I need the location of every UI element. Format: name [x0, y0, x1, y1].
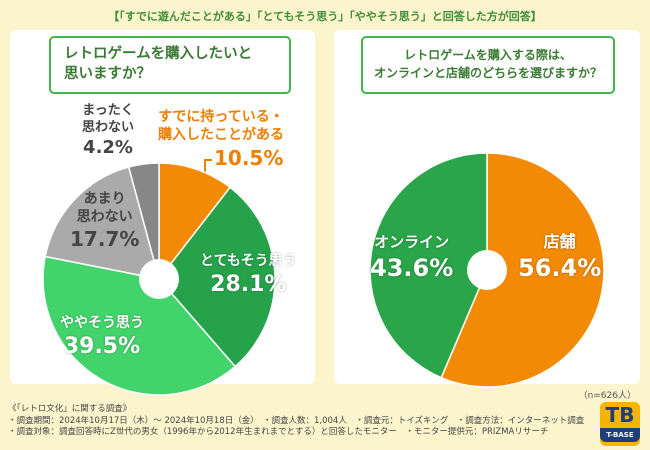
footer-title: 《「レトロ文化」に関する調査》: [8, 404, 132, 414]
q2-title: レトロゲームを購入する際は、 オンラインと店舗のどちらを選びますか？: [368, 46, 608, 82]
q1-box: [49, 36, 291, 94]
pie2-slice-0: [440, 152, 605, 388]
label-never-line2: 思わない: [82, 120, 135, 135]
value-some: 39.5%: [63, 334, 141, 359]
pie2-hole: [467, 250, 507, 290]
pie2-slice-1: [369, 152, 488, 379]
q1-title-line2: 思いますか？: [64, 66, 151, 82]
pie-chart-purchase-intent: [42, 162, 276, 396]
q2-box: [361, 36, 615, 94]
footer-line2: ・調査対象：調査回答時にZ世代の男女（1996年から2012年生まれまでとする）…: [8, 427, 549, 437]
value-never: 4.2%: [83, 137, 133, 158]
pie1-slice-1: [158, 186, 276, 368]
label-very-line1: とてもそう思う: [200, 253, 297, 269]
value-very: 28.1%: [210, 272, 287, 297]
pie1-slice-0: [158, 162, 232, 282]
t-base-logo: TB T-BASE: [600, 402, 640, 446]
q1-title-line1: レトロゲームを購入したいと: [64, 46, 253, 62]
pie1-slice-2: [42, 255, 237, 396]
label-store-line1: 店舗: [543, 232, 576, 251]
label-owned-line2: 購入したことがある: [158, 127, 284, 143]
label-some: ややそう思う 39.5%: [60, 314, 144, 362]
q1-title: レトロゲームを購入したいと 思いますか？: [64, 44, 274, 84]
q2-title-line2: オンラインと店舗のどちらを選びますか？: [373, 66, 602, 80]
value-store: 56.4%: [518, 254, 602, 282]
label-very: とてもそう思う 28.1%: [200, 252, 297, 300]
label-never-line1: まったく: [82, 103, 134, 118]
pie1-slice-3: [44, 166, 161, 280]
q2-title-line1: レトロゲームを購入する際は、: [404, 48, 572, 62]
label-owned-line1: すでに持っている・: [158, 109, 284, 125]
logo-mark: TB: [605, 403, 635, 427]
sample-size-note: （n=626人）: [578, 391, 636, 401]
label-never: まったく 思わない 4.2%: [82, 102, 134, 160]
value-owned: 10.5%: [214, 146, 284, 170]
chart-subtitle: 【「すでに遊んだことがある」「とてもそう思う」「ややそう思う」と回答した方が回答…: [108, 10, 542, 23]
value-online: 43.6%: [370, 254, 454, 282]
pie-chart-channel: [369, 152, 605, 388]
footer-line1: ・調査期間：2024年10月17日（木）～ 2024年10月18日（金） ・調査…: [8, 415, 585, 426]
pie1-slice-4: [127, 162, 160, 280]
label-store: 店舗 56.4%: [518, 232, 601, 284]
label-online: オンライン 43.6%: [370, 232, 453, 284]
label-rarely-line1: あまり: [83, 191, 126, 207]
label-rarely-line2: 思わない: [76, 209, 133, 225]
label-owned: すでに持っている・ 購入したことがある: [158, 108, 284, 144]
label-online-line1: オンライン: [374, 233, 450, 251]
owned-callout-line: [204, 159, 212, 172]
logo-text: T-BASE: [600, 428, 640, 442]
pie1-hole: [139, 259, 179, 299]
label-some-line1: ややそう思う: [60, 315, 144, 331]
value-rarely: 17.7%: [70, 227, 140, 251]
survey-footer: 《「レトロ文化」に関する調査》 ・調査期間：2024年10月17日（木）～ 20…: [8, 404, 588, 439]
label-rarely: あまり 思わない 17.7%: [70, 190, 139, 252]
